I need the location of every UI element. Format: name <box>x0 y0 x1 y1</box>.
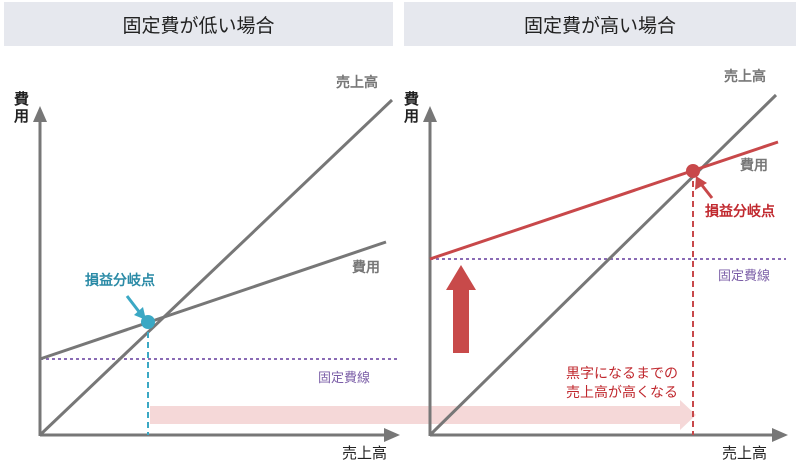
right-x-axis-label: 売上高 <box>722 444 767 462</box>
left-sales-label: 売上高 <box>336 74 378 91</box>
shift-arrow <box>150 400 696 430</box>
right-cost-line <box>429 140 779 261</box>
left-x-axis-label: 売上高 <box>342 444 387 462</box>
left-panel-title: 固定費が低い場合 <box>122 14 275 37</box>
left-cost-label: 費用 <box>352 259 380 276</box>
right-y-axis-arrowhead <box>423 106 437 122</box>
right-y-axis-label-1: 費 <box>404 90 419 108</box>
right-fixed-cost-label: 固定費線 <box>718 268 770 284</box>
right-x-axis-arrowhead <box>772 428 788 442</box>
right-sales-label: 売上高 <box>724 68 766 85</box>
left-bep-point <box>141 315 155 329</box>
right-bep-pointer-head <box>695 176 707 190</box>
left-y-axis-arrowhead <box>33 106 47 122</box>
right-cost-label: 費用 <box>740 157 768 174</box>
right-bep-point <box>686 164 700 178</box>
right-sales-line <box>428 93 778 437</box>
left-sales-line <box>38 98 394 437</box>
fixed-cost-increase-arrow <box>446 265 476 353</box>
left-fixed-cost-label: 固定費線 <box>318 370 370 386</box>
left-y-axis-label-1: 費 <box>14 90 29 108</box>
left-bep-label: 損益分岐点 <box>85 272 155 289</box>
right-note-line-1: 黒字になるまでの <box>566 366 678 382</box>
left-bep-pointer <box>125 295 142 314</box>
right-note-line-2: 売上高が高くなる <box>566 384 678 401</box>
left-cost-line <box>39 240 387 361</box>
right-panel-header: 固定費が高い場合 <box>404 2 796 46</box>
right-bep-label: 損益分岐点 <box>705 203 775 220</box>
right-panel-title: 固定費が高い場合 <box>523 14 676 37</box>
right-bep-pointer <box>699 183 714 199</box>
left-x-axis-arrowhead <box>384 428 400 442</box>
left-bep-pointer-head <box>134 307 146 320</box>
right-y-axis-label-2: 用 <box>404 107 419 125</box>
left-y-axis-label-2: 用 <box>14 107 29 125</box>
left-panel-header: 固定費が低い場合 <box>4 2 393 46</box>
